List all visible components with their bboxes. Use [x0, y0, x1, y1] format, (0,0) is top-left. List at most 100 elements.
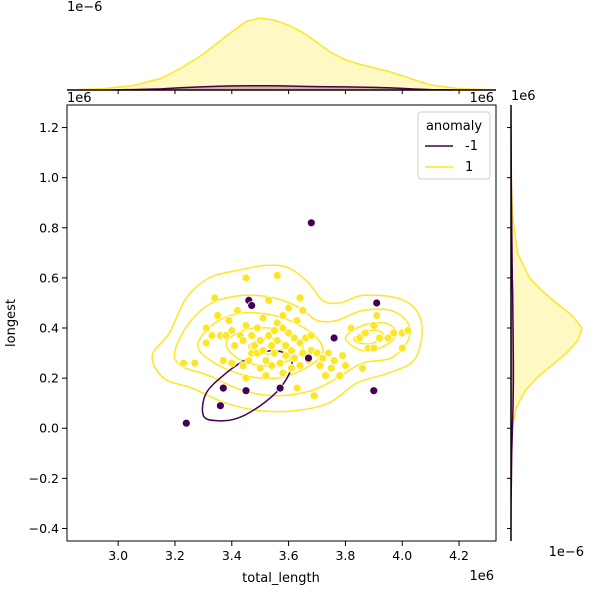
- scatter-point-normal: [207, 331, 217, 340]
- top-marginal-kde-normal: [66, 17, 497, 91]
- y-tick-label: −0.2: [29, 471, 59, 486]
- scatter-point-normal: [238, 361, 248, 371]
- y-offset-label: 1e6: [67, 91, 92, 106]
- scatter-point-normal: [372, 311, 382, 320]
- scatter-point-normal: [238, 336, 248, 345]
- x-offset-label: 1e6: [469, 569, 494, 584]
- x-tick-label: 3.6: [279, 548, 299, 563]
- scatter-point-normal: [340, 361, 350, 371]
- scatter-point-normal: [241, 321, 251, 330]
- scatter-point-normal: [264, 295, 274, 305]
- scatter-point-normal: [269, 326, 279, 335]
- x-tick-label: 4.0: [392, 548, 412, 563]
- scatter-point-normal: [346, 323, 356, 333]
- scatter-point-normal: [335, 371, 345, 381]
- legend-title: anomaly: [426, 119, 482, 134]
- scatter-point-normal: [272, 318, 282, 328]
- right-marginal-kde-anomaly: [510, 104, 515, 542]
- top-marginal-right-label: 1e6: [469, 91, 494, 106]
- y-axis-label: longest: [4, 299, 19, 347]
- right-marginal-plot: [507, 104, 583, 542]
- scatter-point-normal: [227, 326, 237, 335]
- legend: anomaly -1 1: [417, 111, 491, 180]
- scatter-point-normal: [326, 363, 336, 373]
- scatter-point-normal: [267, 341, 277, 351]
- scatter-point-normal: [375, 333, 384, 343]
- scatter-point-normal: [289, 333, 299, 343]
- scatter-point-normal: [261, 356, 271, 366]
- scatter-point-normal: [255, 336, 265, 345]
- legend-box: [417, 111, 491, 180]
- scatter-point-normal: [210, 293, 220, 303]
- scatter-point-normal: [298, 348, 308, 358]
- scatter-point-normal: [306, 331, 316, 340]
- scatter-point-normal: [397, 343, 407, 353]
- scatter-point-normal: [318, 353, 328, 363]
- scatter-point-anomaly: [247, 301, 257, 310]
- scatter-point-normal: [281, 341, 291, 351]
- main-scatter-plot: 3.0 3.2 3.4 3.6 3.8 4.0 4.2 −0.4 −0.2 0.0 0.2 0.4 0…: [29, 104, 497, 563]
- scatter-point-normal: [241, 273, 251, 283]
- kde-contour-normal-2: [173, 294, 411, 397]
- scatter-point-normal: [267, 361, 277, 371]
- right-marginal-top-label: 1e6: [511, 89, 536, 104]
- scatter-point-normal: [295, 293, 305, 303]
- right-marginal-offset-label: 1e−6: [549, 545, 584, 560]
- scatter-point-normal: [403, 326, 413, 335]
- scatter-point-normal: [278, 368, 288, 378]
- scatter-point-normal: [252, 323, 262, 333]
- scatter-point-normal: [275, 358, 285, 368]
- scatter-point-normal: [289, 353, 299, 363]
- scatter-point-normal: [227, 358, 237, 368]
- scatter-point-normal: [369, 343, 379, 353]
- scatter-point-normal: [258, 313, 268, 323]
- scatter-point-anomaly: [275, 383, 285, 393]
- kde-contour-normal-1: [151, 264, 423, 413]
- top-marginal-kde-anomaly: [67, 84, 497, 91]
- x-ticks: 3.0 3.2 3.4 3.6 3.8 4.0 4.2: [108, 541, 469, 563]
- scatter-point-normal: [358, 363, 367, 373]
- x-axis-label: total_length: [242, 571, 320, 586]
- y-tick-label: 0.0: [39, 421, 59, 436]
- scatter-point-normal: [230, 341, 240, 351]
- scatter-point-normal: [224, 316, 234, 325]
- scatter-point-normal: [315, 361, 325, 371]
- scatter-point-normal: [233, 306, 242, 315]
- scatter-point-normal: [295, 338, 305, 348]
- scatter-point-normal: [218, 356, 228, 366]
- scatter-point-anomaly: [306, 218, 316, 228]
- scatter-point-normal: [389, 328, 399, 338]
- scatter-point-normal: [221, 331, 231, 340]
- scatter-point-normal: [284, 303, 294, 313]
- scatter-point-normal: [360, 328, 370, 338]
- y-tick-label: −0.4: [29, 521, 59, 536]
- scatter-point-normal: [383, 333, 393, 343]
- scatter-point-normal: [250, 341, 259, 351]
- scatter-point-normal: [369, 321, 379, 330]
- top-marginal-offset-label: 1e−6: [67, 0, 102, 15]
- scatter-point-anomaly: [215, 401, 225, 411]
- y-ticks: −0.4 −0.2 0.0 0.2 0.4 0.6 0.8 1.0 1.2: [29, 120, 67, 536]
- scatter-point-normal: [284, 328, 294, 338]
- scatter-point-normal: [309, 391, 319, 401]
- y-tick-label: 0.8: [39, 220, 59, 235]
- scatter-point-normal: [264, 331, 274, 340]
- scatter-point-normal: [272, 270, 282, 280]
- scatter-point-normal: [295, 361, 305, 371]
- y-tick-label: 0.6: [39, 270, 59, 285]
- scatter-point-normal: [329, 356, 339, 366]
- scatter-point-normal: [241, 373, 251, 383]
- scatter-point-normal: [255, 363, 265, 373]
- y-tick-label: 0.4: [39, 321, 59, 336]
- scatter-point-normal: [338, 351, 348, 361]
- scatter-point-anomaly: [241, 386, 251, 396]
- scatter-point-normal: [355, 333, 365, 343]
- scatter-point-normal: [292, 316, 302, 325]
- scatter-point-normal: [298, 306, 308, 315]
- y-tick-label: 0.2: [39, 371, 59, 386]
- scatter-point-normal: [261, 371, 271, 381]
- scatter-point-normal: [201, 338, 211, 348]
- x-tick-label: 3.0: [108, 548, 128, 563]
- scatter-point-anomaly: [218, 383, 228, 393]
